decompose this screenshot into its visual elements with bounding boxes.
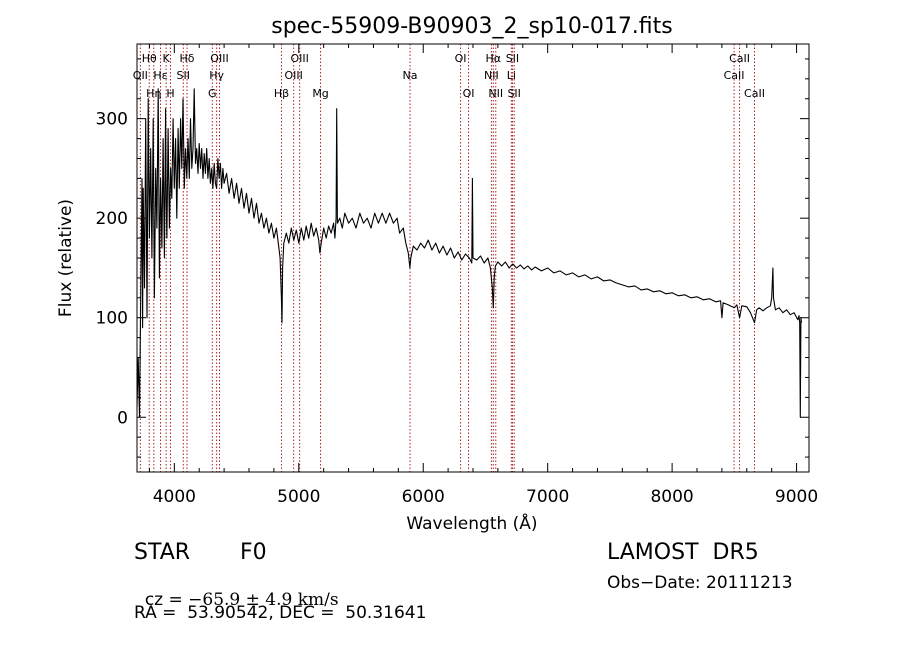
line-label: SII xyxy=(506,52,519,65)
y-tick-label: 100 xyxy=(96,309,128,329)
survey-name: LAMOST DR5 xyxy=(607,540,759,565)
object-class: STAR xyxy=(134,540,191,565)
cz-value: −65.9 ± 4.9 km/s xyxy=(188,590,339,610)
line-label: OII xyxy=(133,69,148,82)
chart-title: spec-55909-B90903_2_sp10-017.fits xyxy=(271,14,673,39)
line-label: SII xyxy=(507,87,520,100)
line-label: Mg xyxy=(312,87,328,100)
line-label: Hα xyxy=(486,52,502,65)
y-tick-label: 200 xyxy=(96,209,128,229)
y-axis-label: Flux (relative) xyxy=(56,199,76,317)
x-tick-label: 5000 xyxy=(277,487,320,507)
x-tick-label: 6000 xyxy=(402,487,445,507)
line-label: OIII xyxy=(284,69,302,82)
line-label: NII xyxy=(488,87,503,100)
line-label: G xyxy=(208,87,217,100)
line-label: OI xyxy=(463,87,475,100)
x-tick-label: 9000 xyxy=(775,487,818,507)
line-label: H xyxy=(166,87,174,100)
line-label: Hη xyxy=(146,87,161,100)
line-label: K xyxy=(163,52,171,65)
object-subclass: F0 xyxy=(240,540,267,565)
line-labels: Hθ OII Hη K Hε H Hδ SII OIII Hγ G OIII OIII Hβ Mg Na OI O… xyxy=(133,52,765,100)
observation-date: Obs−Date: 20111213 xyxy=(607,573,793,593)
line-label: NII xyxy=(484,69,499,82)
line-label: Hβ xyxy=(274,87,289,100)
line-label: OIII xyxy=(290,52,308,65)
line-label: Hε xyxy=(153,69,167,82)
y-axis: 0 100 200 300 xyxy=(96,58,809,458)
line-label: CaII xyxy=(744,87,765,100)
x-axis: 4000 5000 6000 7000 8000 9000 xyxy=(148,44,818,507)
x-tick-label: 4000 xyxy=(153,487,196,507)
line-label: Na xyxy=(403,69,418,82)
line-label: CaII xyxy=(729,52,750,65)
line-label: OI xyxy=(455,52,467,65)
line-label: SII xyxy=(177,69,190,82)
x-tick-label: 7000 xyxy=(526,487,569,507)
cz-label: cz = xyxy=(144,590,189,610)
y-tick-label: 0 xyxy=(117,408,128,428)
line-label: OIII xyxy=(210,52,228,65)
line-label: Hθ xyxy=(142,52,157,65)
x-tick-label: 8000 xyxy=(650,487,693,507)
spectrum-series xyxy=(136,88,803,418)
x-axis-label: Wavelength (Å) xyxy=(406,512,537,534)
spectrum-line xyxy=(136,88,803,418)
line-label: Hγ xyxy=(209,69,224,82)
line-label: Li xyxy=(507,69,516,82)
line-markers xyxy=(139,44,755,472)
line-label: Hδ xyxy=(180,52,195,65)
redshift-readout: cz = −65.9 ± 4.9 km/s xyxy=(134,575,339,609)
sky-coordinates: RA = 53.90542, DEC = 50.31641 xyxy=(134,603,427,623)
line-label: CaII xyxy=(724,69,745,82)
y-tick-label: 300 xyxy=(96,110,128,130)
